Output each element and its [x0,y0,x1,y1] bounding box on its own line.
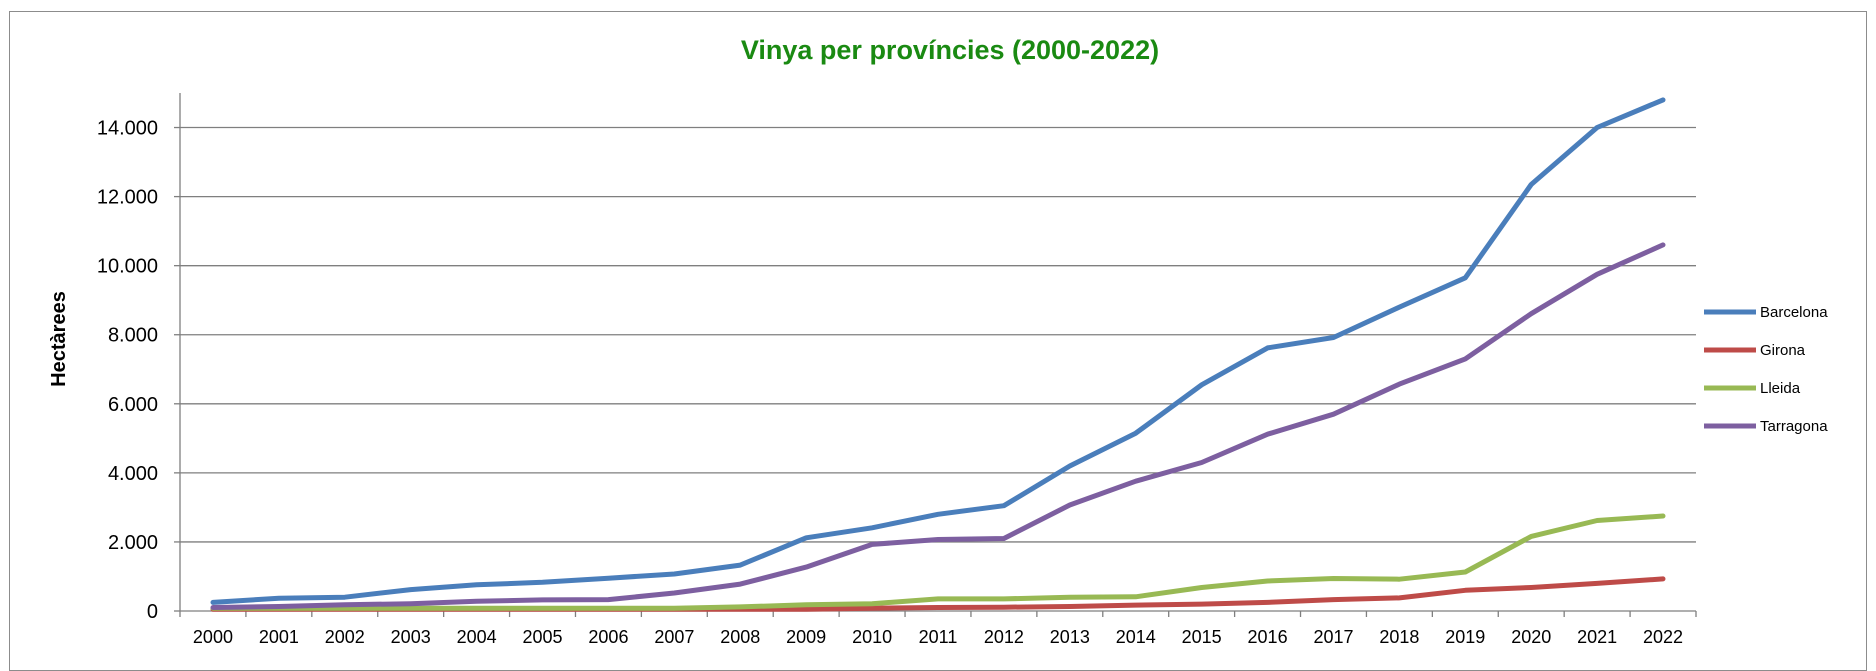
x-tick-label: 2011 [919,627,958,647]
x-tick-label: 2009 [786,627,826,647]
y-tick-label: 12.000 [97,187,158,209]
series-lines [210,97,1666,612]
legend-label: Tarragona [1760,418,1828,435]
x-tick-label: 2010 [852,627,892,647]
x-tick-label: 2020 [1511,627,1551,647]
legend-item-girona: Girona [1704,342,1806,359]
series-line-tarragona [210,242,1666,610]
x-tick-label: 2002 [325,627,365,647]
x-tick-label: 2019 [1445,627,1485,647]
y-tick-labels: 0 2.000 4.000 6.000 8.000 10.000 12.000 14.000 [97,118,158,623]
x-tick-label: 2018 [1379,627,1419,647]
y-tick-label: 4.000 [108,463,158,485]
y-tick-label: 10.000 [97,256,158,278]
legend-item-lleida: Lleida [1704,380,1801,397]
chart-title: Vinya per províncies (2000-2022) [741,35,1159,65]
legend-label: Barcelona [1760,304,1828,321]
x-tick-label: 2007 [654,627,694,647]
x-tick-label: 2012 [984,627,1024,647]
x-tick-label: 2004 [457,627,497,647]
x-tick-label: 2008 [720,627,760,647]
legend-item-barcelona: Barcelona [1704,304,1828,321]
legend-label: Lleida [1760,380,1801,397]
x-tick-label: 2022 [1643,627,1683,647]
y-tick-label: 0 [147,601,158,623]
y-tick-label: 14.000 [97,118,158,140]
y-tick-label: 6.000 [108,394,158,416]
series-line-barcelona [210,97,1666,605]
y-axis-label: Hectàrees [48,291,70,387]
gridlines [180,126,1696,543]
legend-label: Girona [1760,342,1806,359]
chart-frame [9,11,1867,671]
x-tick-label: 2013 [1050,627,1090,647]
y-tick-label: 8.000 [108,325,158,347]
x-tick-label: 2005 [522,627,562,647]
x-tick-label: 2015 [1182,627,1222,647]
y-tick-label: 2.000 [108,532,158,554]
x-tick-label: 2014 [1116,627,1156,647]
legend: Barcelona Girona Lleida Tarragona [1704,304,1828,435]
x-tick-label: 2006 [588,627,628,647]
series-line-lleida [210,513,1666,611]
x-tick-label: 2017 [1313,627,1353,647]
x-tick-label: 2000 [193,627,233,647]
x-tick-label: 2003 [391,627,431,647]
x-tick-label: 2001 [259,627,299,647]
x-tick-label: 2021 [1577,627,1617,647]
x-tick-labels: 2000 2001 2002 2003 2004 2005 2006 2007 2008 2009… [193,627,1683,647]
legend-item-tarragona: Tarragona [1704,418,1828,435]
x-tick-label: 2016 [1248,627,1288,647]
